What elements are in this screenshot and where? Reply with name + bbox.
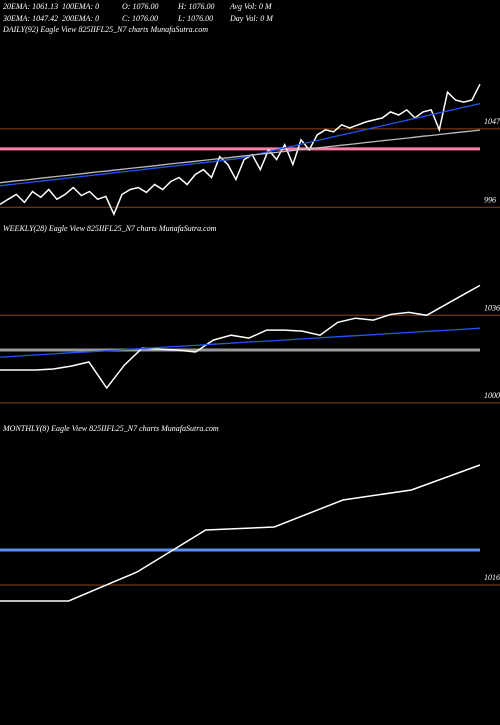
price-line	[0, 327, 481, 358]
header-stat: Avg Vol: 0 M	[229, 2, 273, 11]
panel-title: WEEKLY(28) Eagle View 825IIFL25_N7 chart…	[3, 224, 217, 233]
y-tick-label: 1016	[484, 573, 500, 582]
header-stat: 200EMA: 0	[62, 14, 99, 23]
y-tick-label: 1000	[484, 391, 500, 400]
header-stat: H: 1076.00	[177, 2, 214, 11]
header-stat: 100EMA: 0	[62, 2, 99, 11]
panel-title: DAILY(92) Eagle View 825IIFL25_N7 charts…	[2, 25, 208, 34]
y-tick-label: 1036	[484, 303, 500, 312]
header-stat: L: 1076.00	[177, 14, 213, 23]
y-tick-label: 1047	[484, 117, 500, 126]
price-line	[0, 129, 481, 184]
price-line	[0, 284, 481, 390]
header-stat: 20EMA: 1061.13	[3, 2, 58, 11]
y-tick-label: 996	[484, 195, 496, 204]
panel-title: MONTHLY(8) Eagle View 825IIFL25_N7 chart…	[2, 424, 219, 433]
price-line	[0, 464, 481, 602]
header-stat: 30EMA: 1047.42	[2, 14, 58, 23]
header-stat: Day Vol: 0 M	[229, 14, 274, 23]
header-stat: C: 1076.00	[122, 14, 158, 23]
price-line	[0, 102, 481, 187]
price-line	[0, 83, 481, 217]
header-stat: O: 1076.00	[122, 2, 158, 11]
